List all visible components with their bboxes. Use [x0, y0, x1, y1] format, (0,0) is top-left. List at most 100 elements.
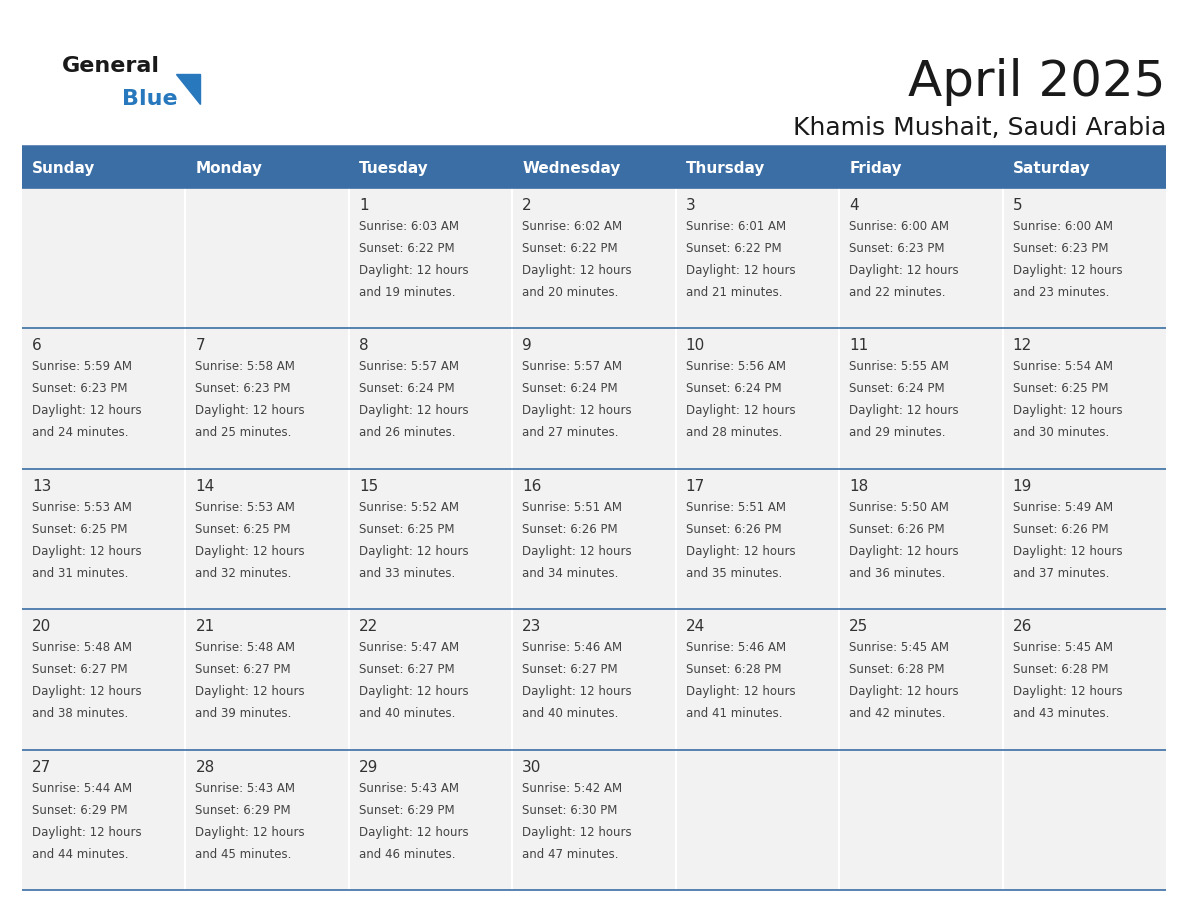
Bar	[839, 188, 1003, 329]
Text: 11: 11	[849, 339, 868, 353]
Bar	[23, 329, 185, 469]
Text: Daylight: 12 hours: Daylight: 12 hours	[196, 544, 305, 558]
Text: Daylight: 12 hours: Daylight: 12 hours	[523, 685, 632, 699]
Text: Daylight: 12 hours: Daylight: 12 hours	[685, 544, 795, 558]
Bar	[185, 188, 349, 329]
Bar	[349, 188, 512, 329]
Text: 15: 15	[359, 479, 378, 494]
Text: Sunset: 6:22 PM: Sunset: 6:22 PM	[523, 242, 618, 255]
Bar	[676, 610, 839, 750]
Bar	[512, 750, 676, 890]
Bar	[1003, 750, 1165, 890]
Bar	[185, 329, 349, 469]
Text: and 30 minutes.: and 30 minutes.	[1012, 426, 1108, 440]
Text: Sunset: 6:28 PM: Sunset: 6:28 PM	[1012, 663, 1108, 677]
Text: and 33 minutes.: and 33 minutes.	[359, 566, 455, 580]
Text: Sunset: 6:27 PM: Sunset: 6:27 PM	[32, 663, 127, 677]
Text: and 38 minutes.: and 38 minutes.	[32, 707, 128, 721]
Bar	[676, 148, 839, 188]
Bar	[839, 750, 1003, 890]
Text: Sunrise: 5:42 AM: Sunrise: 5:42 AM	[523, 781, 623, 795]
Bar	[349, 750, 512, 890]
Text: Sunset: 6:24 PM: Sunset: 6:24 PM	[685, 383, 782, 396]
Text: Sunrise: 5:46 AM: Sunrise: 5:46 AM	[523, 641, 623, 655]
Text: 19: 19	[1012, 479, 1032, 494]
Text: Sunset: 6:24 PM: Sunset: 6:24 PM	[359, 383, 455, 396]
Text: Daylight: 12 hours: Daylight: 12 hours	[359, 264, 468, 277]
Text: Daylight: 12 hours: Daylight: 12 hours	[685, 264, 795, 277]
Text: 18: 18	[849, 479, 868, 494]
Text: 22: 22	[359, 620, 378, 634]
Text: and 29 minutes.: and 29 minutes.	[849, 426, 946, 440]
Text: April 2025: April 2025	[909, 58, 1165, 106]
Text: and 43 minutes.: and 43 minutes.	[1012, 707, 1108, 721]
Text: and 40 minutes.: and 40 minutes.	[359, 707, 455, 721]
Bar	[512, 610, 676, 750]
Bar	[512, 188, 676, 329]
Text: Sunrise: 5:47 AM: Sunrise: 5:47 AM	[359, 641, 459, 655]
Text: and 40 minutes.: and 40 minutes.	[523, 707, 619, 721]
Text: Sunrise: 5:53 AM: Sunrise: 5:53 AM	[196, 501, 296, 514]
Text: Sunset: 6:29 PM: Sunset: 6:29 PM	[32, 803, 127, 817]
Text: 7: 7	[196, 339, 206, 353]
Text: Sunset: 6:25 PM: Sunset: 6:25 PM	[359, 522, 454, 536]
Text: Daylight: 12 hours: Daylight: 12 hours	[849, 685, 959, 699]
Text: Sunrise: 5:43 AM: Sunrise: 5:43 AM	[196, 781, 296, 795]
Text: Daylight: 12 hours: Daylight: 12 hours	[523, 825, 632, 839]
Text: 1: 1	[359, 198, 368, 213]
Text: Sunset: 6:24 PM: Sunset: 6:24 PM	[849, 383, 944, 396]
Text: 21: 21	[196, 620, 215, 634]
Text: and 23 minutes.: and 23 minutes.	[1012, 286, 1108, 299]
Bar	[23, 750, 185, 890]
Text: Daylight: 12 hours: Daylight: 12 hours	[849, 264, 959, 277]
Bar	[839, 610, 1003, 750]
Bar	[839, 469, 1003, 610]
Bar	[676, 469, 839, 610]
Text: and 19 minutes.: and 19 minutes.	[359, 286, 455, 299]
Text: Sunrise: 5:57 AM: Sunrise: 5:57 AM	[523, 361, 623, 374]
Bar	[1003, 188, 1165, 329]
Text: Sunrise: 5:55 AM: Sunrise: 5:55 AM	[849, 361, 949, 374]
Text: Sunset: 6:28 PM: Sunset: 6:28 PM	[685, 663, 782, 677]
Text: and 34 minutes.: and 34 minutes.	[523, 566, 619, 580]
Bar	[23, 610, 185, 750]
Bar	[676, 750, 839, 890]
Bar	[839, 329, 1003, 469]
Text: Sunset: 6:25 PM: Sunset: 6:25 PM	[32, 522, 127, 536]
Text: Sunrise: 5:56 AM: Sunrise: 5:56 AM	[685, 361, 785, 374]
Text: Friday: Friday	[849, 161, 902, 175]
Text: Sunrise: 6:03 AM: Sunrise: 6:03 AM	[359, 220, 459, 233]
Text: Sunset: 6:24 PM: Sunset: 6:24 PM	[523, 383, 618, 396]
Text: Daylight: 12 hours: Daylight: 12 hours	[32, 825, 141, 839]
Text: Sunrise: 5:53 AM: Sunrise: 5:53 AM	[32, 501, 132, 514]
Text: Sunrise: 5:54 AM: Sunrise: 5:54 AM	[1012, 361, 1113, 374]
Text: 17: 17	[685, 479, 704, 494]
Text: and 28 minutes.: and 28 minutes.	[685, 426, 782, 440]
Text: Sunrise: 6:02 AM: Sunrise: 6:02 AM	[523, 220, 623, 233]
Bar	[1003, 469, 1165, 610]
Text: and 39 minutes.: and 39 minutes.	[196, 707, 292, 721]
Text: 9: 9	[523, 339, 532, 353]
Text: Daylight: 12 hours: Daylight: 12 hours	[196, 405, 305, 418]
Text: Daylight: 12 hours: Daylight: 12 hours	[359, 825, 468, 839]
Text: 2: 2	[523, 198, 532, 213]
Text: Daylight: 12 hours: Daylight: 12 hours	[32, 544, 141, 558]
Text: Wednesday: Wednesday	[523, 161, 620, 175]
Bar	[185, 610, 349, 750]
Polygon shape	[176, 74, 200, 104]
Bar	[185, 750, 349, 890]
Text: and 26 minutes.: and 26 minutes.	[359, 426, 455, 440]
Bar	[676, 329, 839, 469]
Text: Sunset: 6:25 PM: Sunset: 6:25 PM	[196, 522, 291, 536]
Text: and 32 minutes.: and 32 minutes.	[196, 566, 292, 580]
Bar	[512, 148, 676, 188]
Text: Daylight: 12 hours: Daylight: 12 hours	[523, 264, 632, 277]
Text: 16: 16	[523, 479, 542, 494]
Text: 25: 25	[849, 620, 868, 634]
Bar	[349, 148, 512, 188]
Text: Sunrise: 5:57 AM: Sunrise: 5:57 AM	[359, 361, 459, 374]
Text: Daylight: 12 hours: Daylight: 12 hours	[359, 544, 468, 558]
Text: Daylight: 12 hours: Daylight: 12 hours	[849, 405, 959, 418]
Text: Sunrise: 5:45 AM: Sunrise: 5:45 AM	[849, 641, 949, 655]
Text: 10: 10	[685, 339, 704, 353]
